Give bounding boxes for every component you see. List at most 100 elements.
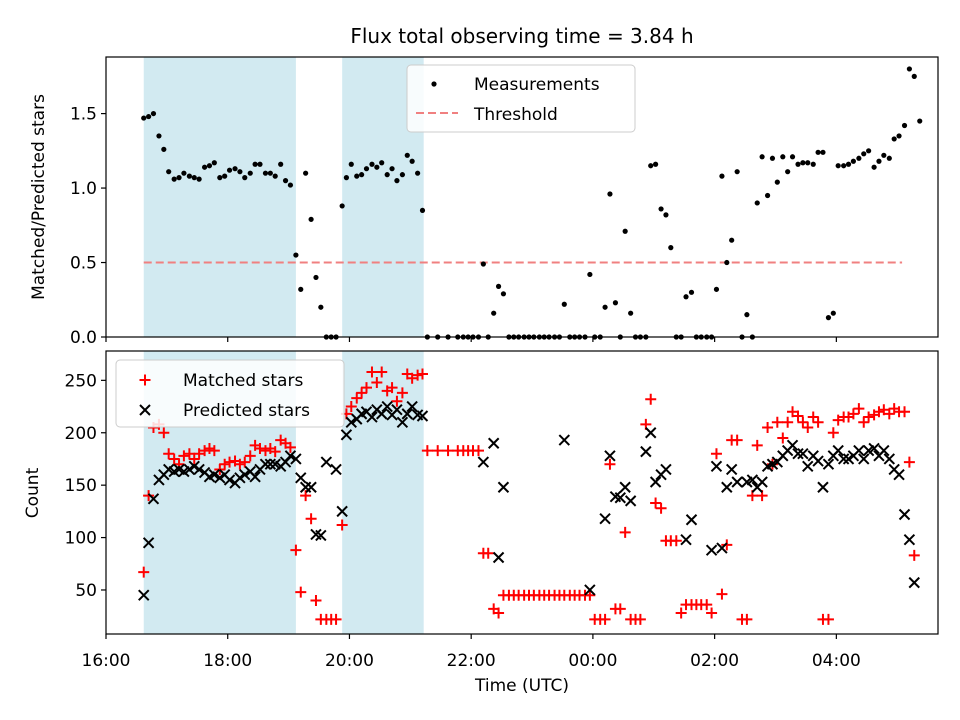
matched-star-point: [645, 393, 657, 405]
measurement-point: [622, 228, 628, 234]
matched-star-point: [254, 442, 266, 454]
predicted-star-point: [336, 505, 348, 518]
matched-star-point: [614, 603, 626, 615]
measurement-point: [379, 160, 385, 166]
matched-star-point: [376, 366, 388, 378]
measurement-point: [308, 216, 314, 222]
matched-star-point: [412, 369, 424, 381]
measurement-point: [774, 179, 780, 185]
predicted-star-point: [710, 460, 723, 473]
matched-star-point: [143, 490, 155, 502]
matched-star-point: [751, 439, 763, 451]
x-tick-label: 22:00: [447, 651, 496, 671]
matched-star-point: [305, 513, 317, 525]
matched-star-point: [219, 458, 231, 470]
measurement-point: [780, 154, 786, 160]
measurement-point: [850, 158, 857, 164]
matched-star-point: [771, 416, 783, 428]
matched-star-point: [762, 422, 774, 434]
matched-star-point: [188, 453, 200, 465]
predicted-star-point: [817, 481, 829, 493]
matched-star-point: [847, 408, 859, 420]
measurement-point: [354, 173, 360, 179]
matched-star-point: [336, 519, 348, 531]
measurement-point: [830, 310, 836, 316]
matched-star-point: [731, 434, 743, 446]
predicted-star-point: [138, 589, 150, 601]
measurement-point: [587, 271, 593, 278]
predicted-star-point: [792, 448, 804, 460]
shaded-interval-1: [342, 351, 424, 634]
predicted-star-point: [558, 434, 571, 446]
measurement-point: [404, 152, 410, 158]
measurement-point: [287, 182, 294, 188]
matched-star-point: [482, 547, 494, 559]
measurement-point: [181, 170, 187, 176]
predicted-star-point: [208, 468, 221, 481]
matched-star-point: [432, 445, 444, 457]
matched-star-point: [360, 382, 372, 394]
top-legend: Measurements Threshold: [406, 64, 636, 133]
matched-star-point: [599, 613, 611, 625]
measurement-point: [343, 175, 350, 181]
measurement-point: [856, 155, 862, 161]
predicted-star-point: [756, 476, 768, 488]
measurement-point: [374, 164, 380, 170]
measurement-point: [602, 304, 608, 310]
measurement-point: [658, 206, 664, 212]
predicted-star-point: [786, 439, 799, 452]
matched-star-point: [391, 395, 403, 407]
measurement-point: [384, 172, 390, 178]
measurement-point: [495, 283, 502, 289]
predicted-star-point: [721, 481, 733, 493]
measurement-point: [257, 161, 263, 167]
measurement-point: [663, 212, 669, 218]
matched-star-point: [386, 382, 398, 394]
legend-matched-marker: [139, 374, 151, 386]
measurement-point: [648, 163, 654, 169]
measurement-point: [785, 169, 791, 175]
measurement-point: [150, 110, 157, 117]
measurement-point: [896, 133, 902, 139]
top-x-axis-ticks: [105, 337, 837, 342]
measurement-point: [369, 161, 375, 167]
matched-star-point: [873, 406, 885, 418]
predicted-star-point: [802, 460, 814, 473]
measurement-point: [754, 200, 760, 206]
measurement-point: [607, 191, 613, 197]
measurement-point: [359, 172, 365, 178]
bottom-legend: Matched stars Predicted stars: [115, 359, 345, 428]
predicted-star-point: [305, 481, 317, 493]
bottom-x-axis-ticks: 16:00 18:00 20:00 22:00 00:00 02:00 04:00: [82, 634, 861, 671]
measurement-point: [217, 175, 223, 181]
matched-star-point: [295, 586, 307, 598]
measurement-point: [298, 286, 304, 292]
measurement-point: [841, 163, 847, 169]
x-axis-label: Time (UTC): [474, 676, 569, 696]
predicted-star-point: [477, 456, 490, 468]
measurement-point: [917, 118, 923, 124]
matched-star-point: [234, 458, 246, 470]
predicted-star-point: [396, 416, 409, 428]
matched-star-point: [330, 613, 342, 625]
matched-star-point: [199, 445, 211, 457]
measurement-point: [267, 170, 273, 176]
measurement-point: [389, 166, 395, 172]
measurement-point: [156, 133, 162, 139]
predicted-star-point: [716, 542, 728, 554]
legend-matched-label: Matched stars: [183, 371, 303, 391]
matched-star-point: [290, 544, 302, 556]
y-tick-label: 0.5: [70, 254, 97, 274]
predicted-star-point: [366, 411, 378, 423]
matched-star-point: [310, 594, 322, 606]
matched-star-point: [224, 456, 236, 468]
predicted-star-point: [497, 481, 510, 493]
predicted-star-point: [320, 456, 333, 468]
measurement-point: [789, 154, 796, 160]
y-tick-label: 1.0: [70, 179, 97, 199]
matched-star-point: [863, 411, 875, 423]
measurement-point: [480, 261, 486, 267]
y-tick-label: 50: [75, 581, 97, 601]
measurement-point: [810, 161, 816, 167]
